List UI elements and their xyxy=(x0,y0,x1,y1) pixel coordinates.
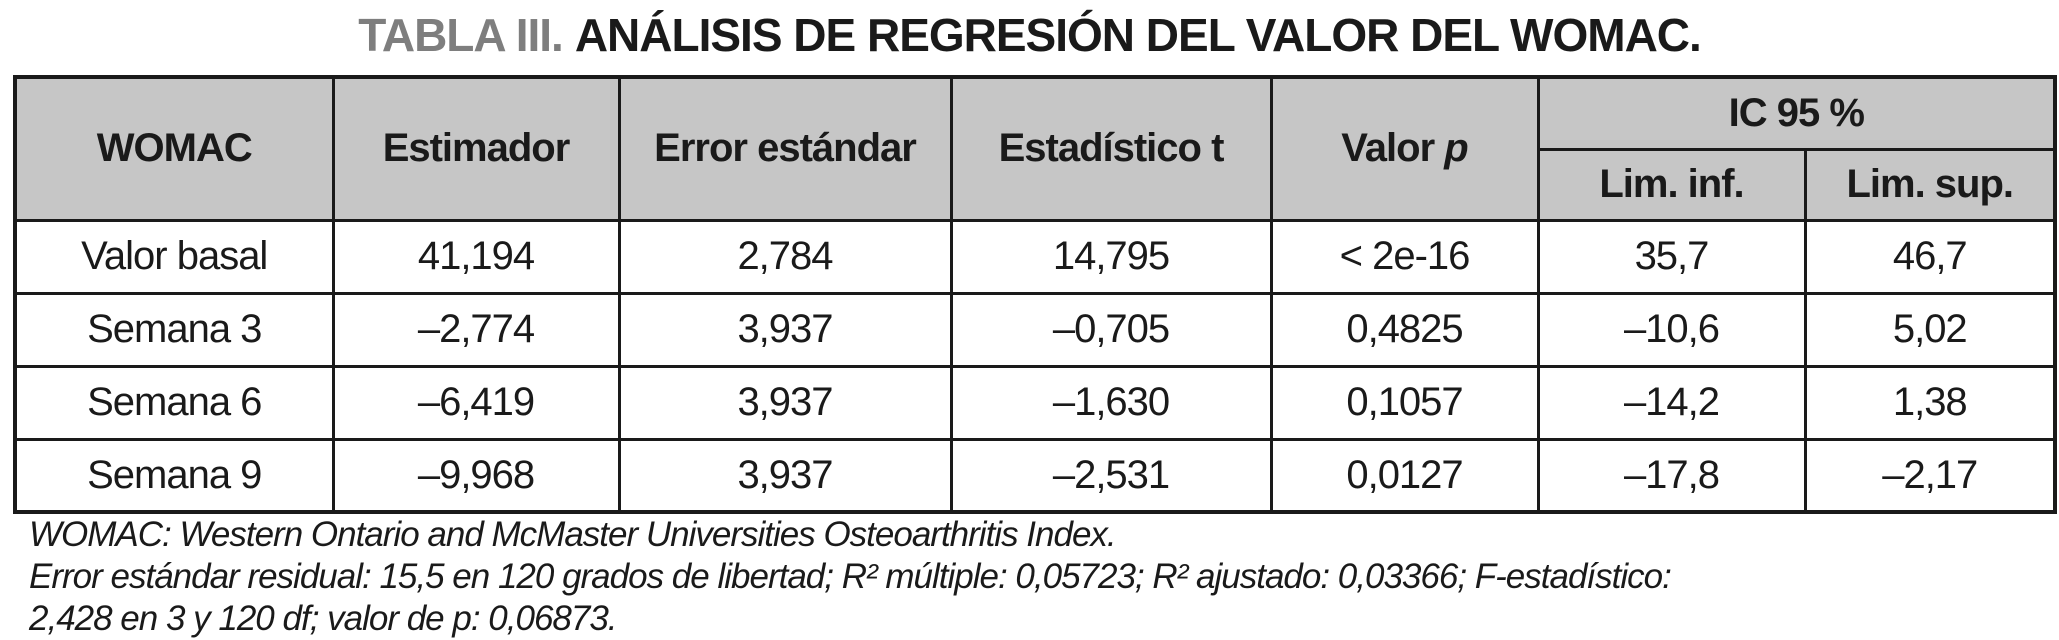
table-row-semana-6: Semana 6 –6,419 3,937 –1,630 0,1057 –14,… xyxy=(13,364,2057,441)
regression-table: WOMAC Estimador Error estándar Estadísti… xyxy=(13,75,2058,514)
cell-label: Semana 9 xyxy=(13,437,335,514)
footnote-womac-definition: WOMAC: Western Ontario and McMaster Univ… xyxy=(29,515,1117,554)
cell-ci-high: 46,7 xyxy=(1803,218,2057,295)
cell-p-value: 0,4825 xyxy=(1269,291,1540,368)
cell-p-value: < 2e-16 xyxy=(1269,218,1540,295)
cell-std-error: 3,937 xyxy=(617,437,953,514)
footnote-model-stats-line1: Error estándar residual: 15,5 en 120 gra… xyxy=(29,557,1672,596)
cell-t-stat: –2,531 xyxy=(949,437,1273,514)
cell-ci-low: 35,7 xyxy=(1536,218,1807,295)
page-title: TABLA III. ANÁLISIS DE REGRESIÓN DEL VALO… xyxy=(0,8,2059,62)
cell-ci-high: 5,02 xyxy=(1803,291,2057,368)
cell-estimator: –6,419 xyxy=(331,364,621,441)
col-header-ci95: IC 95 % xyxy=(1536,75,2057,151)
cell-ci-high: –2,17 xyxy=(1803,437,2057,514)
table-footnotes: WOMAC: Western Ontario and McMaster Univ… xyxy=(29,514,2039,640)
cell-label: Semana 3 xyxy=(13,291,335,368)
col-header-p-value: Valor p xyxy=(1269,75,1540,222)
header-row-main: WOMAC Estimador Error estándar Estadísti… xyxy=(13,75,2057,222)
table-row-semana-9: Semana 9 –9,968 3,937 –2,531 0,0127 –17,… xyxy=(13,437,2057,514)
cell-std-error: 3,937 xyxy=(617,291,953,368)
col-header-std-error: Error estándar xyxy=(617,75,953,222)
cell-t-stat: 14,795 xyxy=(949,218,1273,295)
table-body: Valor basal 41,194 2,784 14,795 < 2e-16 … xyxy=(13,218,2057,514)
cell-ci-low: –17,8 xyxy=(1536,437,1807,514)
table-row-semana-3: Semana 3 –2,774 3,937 –0,705 0,4825 –10,… xyxy=(13,291,2057,368)
table-number-label: TABLA III. xyxy=(358,9,564,61)
footnote-model-stats-line2: 2,428 en 3 y 120 df; valor de p: 0,06873… xyxy=(29,599,618,638)
cell-ci-high: 1,38 xyxy=(1803,364,2057,441)
cell-t-stat: –1,630 xyxy=(949,364,1273,441)
col-header-womac: WOMAC xyxy=(13,75,335,222)
cell-std-error: 3,937 xyxy=(617,364,953,441)
table-row-valor-basal: Valor basal 41,194 2,784 14,795 < 2e-16 … xyxy=(13,218,2057,295)
table-header: WOMAC Estimador Error estándar Estadísti… xyxy=(13,75,2057,222)
cell-ci-low: –14,2 xyxy=(1536,364,1807,441)
cell-p-value: 0,1057 xyxy=(1269,364,1540,441)
p-value-prefix: Valor xyxy=(1341,126,1445,171)
cell-estimator: –2,774 xyxy=(331,291,621,368)
cell-std-error: 2,784 xyxy=(617,218,953,295)
header-row-sub: Lim. inf. Lim. sup. xyxy=(15,147,2057,222)
cell-estimator: 41,194 xyxy=(331,218,621,295)
cell-label: Valor basal xyxy=(13,218,335,295)
col-header-estimator: Estimador xyxy=(331,75,621,222)
cell-t-stat: –0,705 xyxy=(949,291,1273,368)
cell-label: Semana 6 xyxy=(13,364,335,441)
cell-ci-low: –10,6 xyxy=(1536,291,1807,368)
col-header-t-stat: Estadístico t xyxy=(949,75,1273,222)
cell-estimator: –9,968 xyxy=(331,437,621,514)
col-header-ci-high: Lim. sup. xyxy=(1803,147,2057,222)
cell-p-value: 0,0127 xyxy=(1269,437,1540,514)
table-title-text: ANÁLISIS DE REGRESIÓN DEL VALOR DEL WOMA… xyxy=(574,9,1702,61)
p-value-symbol: p xyxy=(1444,126,1468,171)
col-header-ci-low: Lim. inf. xyxy=(1536,147,1807,222)
